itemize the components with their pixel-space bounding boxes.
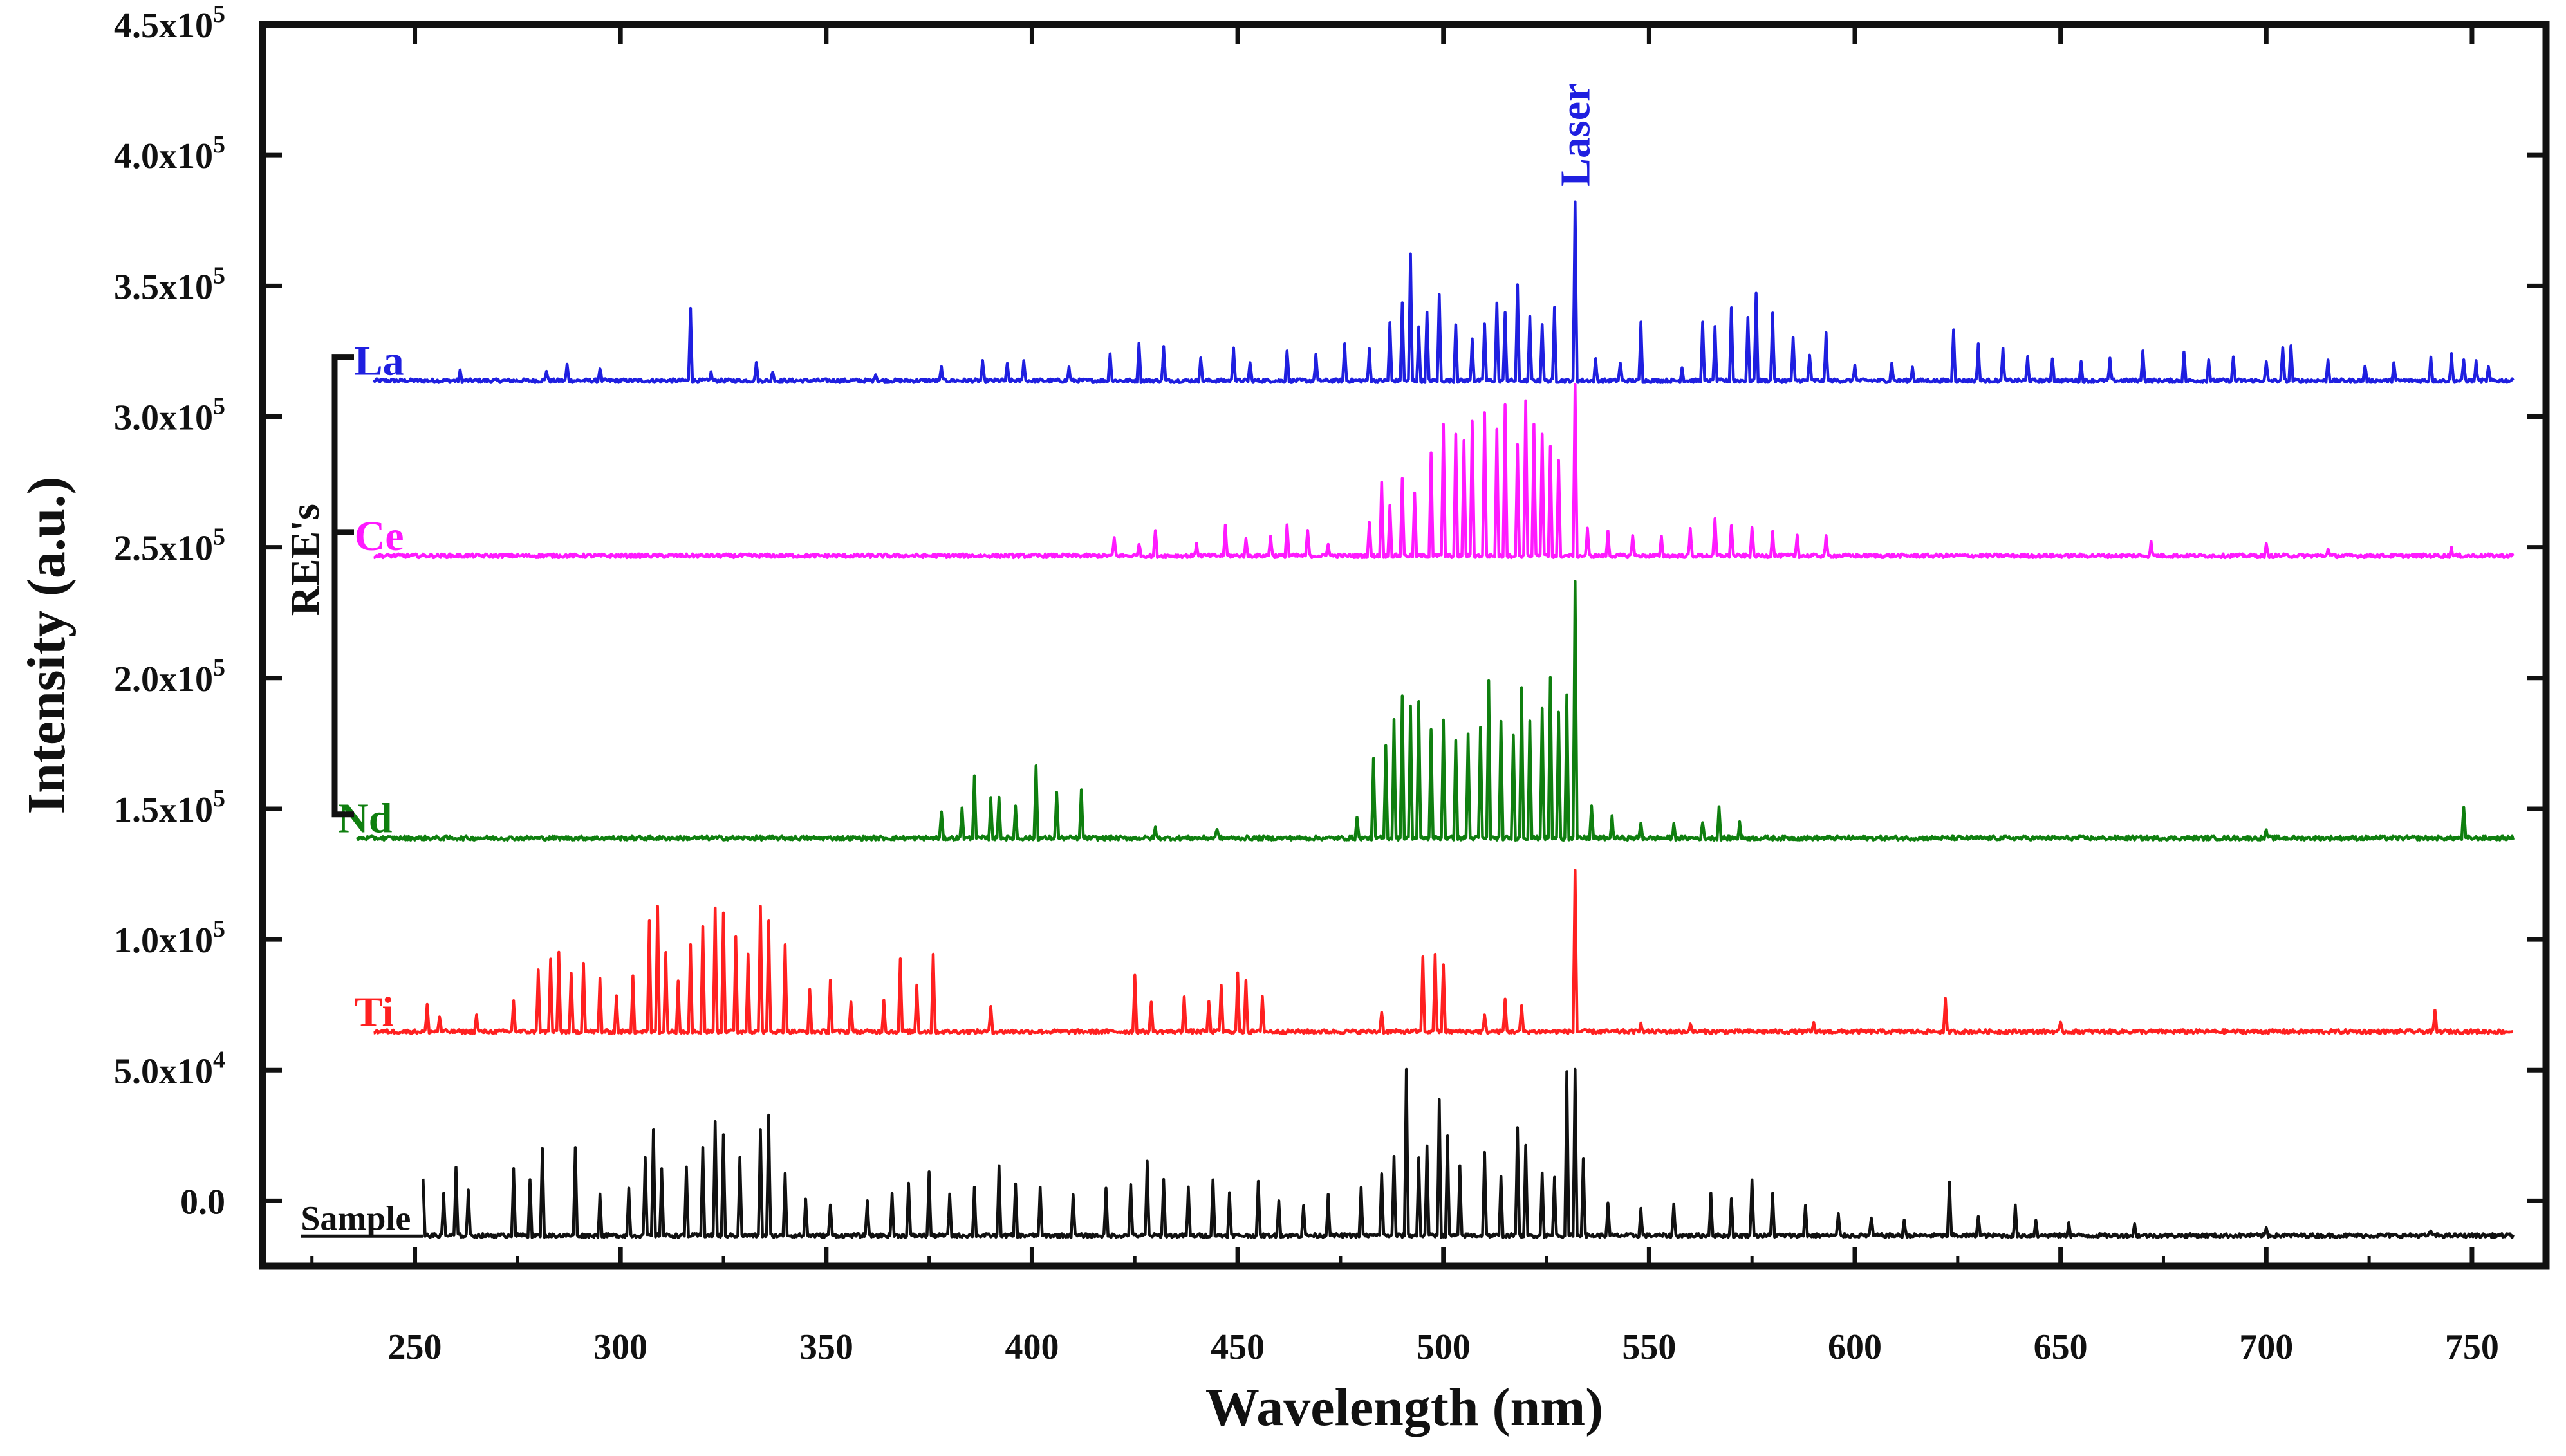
y-tick-label: 4.5x105 xyxy=(114,1,225,46)
series-label-ce: Ce xyxy=(355,513,404,560)
ree-group-bracket xyxy=(331,354,354,818)
series-line-nd xyxy=(355,580,2515,842)
x-tick-label: 300 xyxy=(593,1327,647,1367)
y-tick-label: 5.0x104 xyxy=(114,1046,225,1091)
series-line-ce xyxy=(373,383,2515,560)
x-tick-label: 400 xyxy=(1005,1327,1059,1367)
series-line-la xyxy=(372,200,2515,384)
series-label-la: La xyxy=(355,338,404,385)
y-tick-label: 2.5x105 xyxy=(114,524,225,569)
plot-frame xyxy=(259,21,2550,1270)
y-tick-label: 1.5x105 xyxy=(114,785,225,830)
ree-group-label: REE's xyxy=(282,504,328,616)
x-tick-labels: 250 300 350 400 450 500 550 600 650 700 750 xyxy=(388,1327,2499,1367)
x-tick-label: 250 xyxy=(388,1327,442,1367)
x-tick-label: 650 xyxy=(2034,1327,2088,1367)
x-tick-label: 450 xyxy=(1211,1327,1265,1367)
x-tick-label: 750 xyxy=(2445,1327,2499,1367)
y-tick-label: 1.0x105 xyxy=(114,916,225,961)
series-lines xyxy=(355,200,2515,1239)
y-tick-labels: 0.0 5.0x104 1.0x105 1.5x105 2.0x105 2.5x105 3.… xyxy=(114,1,225,1222)
y-tick-label: 3.0x105 xyxy=(114,392,225,438)
x-axis-title: Wavelength (nm) xyxy=(1205,1378,1603,1437)
y-tick-label: 4.0x105 xyxy=(114,131,225,176)
x-tick-label: 700 xyxy=(2239,1327,2293,1367)
x-tick-label: 550 xyxy=(1622,1327,1676,1367)
axis-ticks xyxy=(263,22,2546,1266)
y-tick-label: 3.5x105 xyxy=(114,262,225,307)
series-label-sample: Sample xyxy=(301,1199,411,1237)
y-tick-label: 2.0x105 xyxy=(114,654,225,699)
x-tick-label: 350 xyxy=(799,1327,853,1367)
series-label-ti: Ti xyxy=(355,988,394,1035)
laser-annotation: Laser xyxy=(1552,83,1599,187)
series-labels: La Ce Nd Ti Sample xyxy=(301,338,423,1238)
series-line-ti xyxy=(373,869,2514,1035)
x-tick-label: 600 xyxy=(1828,1327,1882,1367)
series-line-sample xyxy=(422,1067,2515,1239)
y-axis-title: Intensity (a.u.) xyxy=(17,476,77,814)
series-label-nd: Nd xyxy=(338,795,392,842)
x-tick-label: 500 xyxy=(1417,1327,1471,1367)
y-tick-label: 0.0 xyxy=(180,1182,225,1222)
